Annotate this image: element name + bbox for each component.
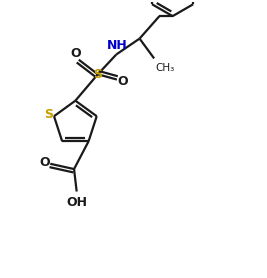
Text: CH₃: CH₃ bbox=[155, 63, 175, 73]
Text: O: O bbox=[117, 75, 128, 88]
Text: OH: OH bbox=[67, 196, 88, 209]
Text: NH: NH bbox=[107, 39, 127, 52]
Text: O: O bbox=[70, 48, 81, 60]
Text: O: O bbox=[40, 156, 50, 169]
Text: S: S bbox=[93, 68, 102, 81]
Text: S: S bbox=[44, 108, 53, 121]
